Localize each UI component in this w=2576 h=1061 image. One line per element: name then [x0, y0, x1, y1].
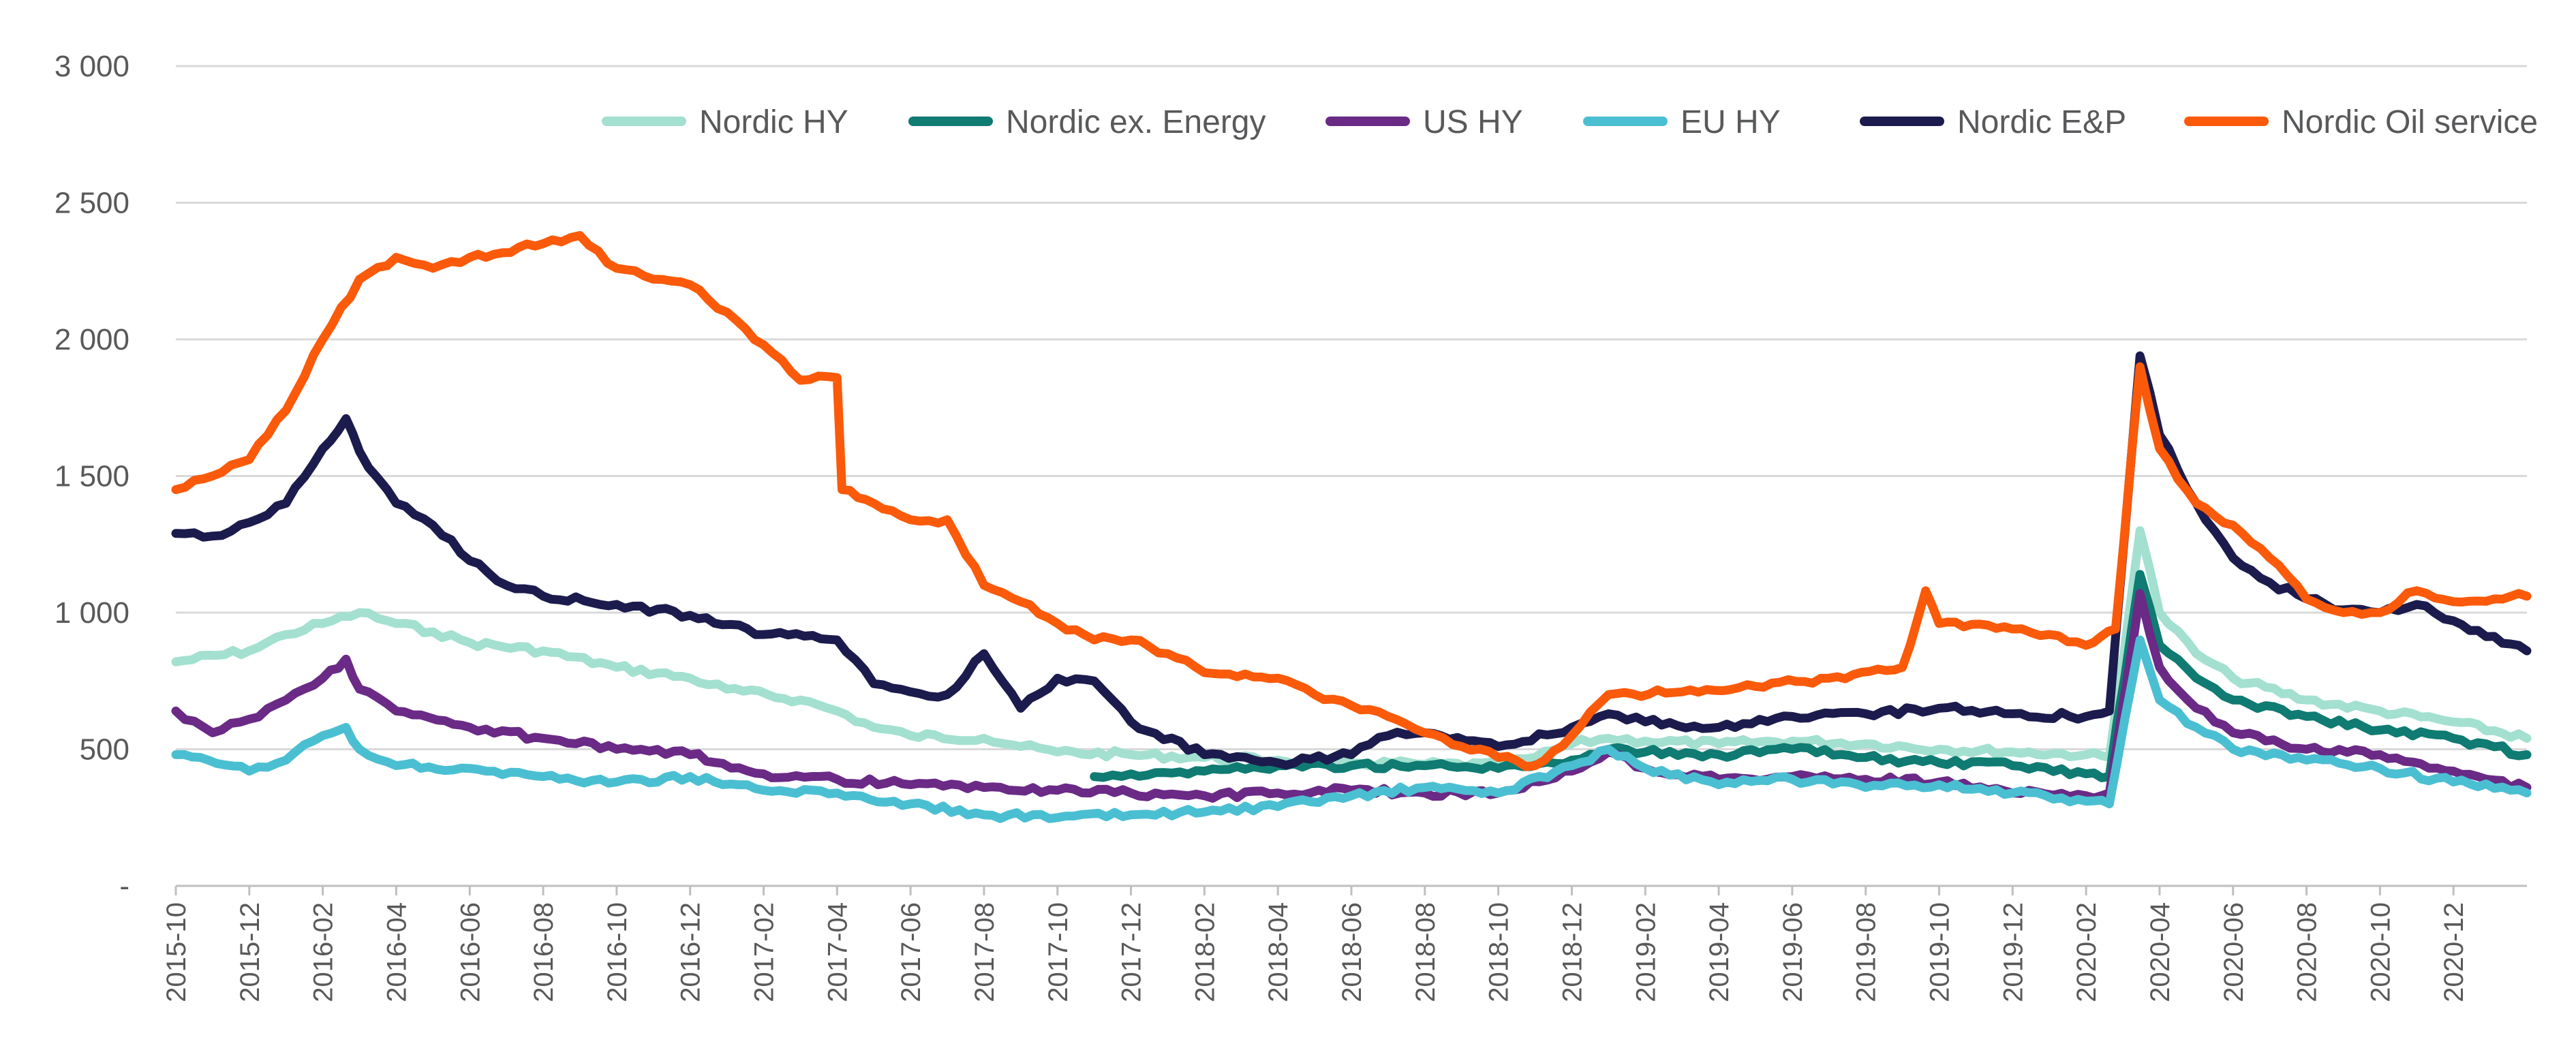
x-tick-label: 2019-12	[1998, 902, 2028, 1002]
x-tick-label: 2017-10	[1043, 902, 1073, 1002]
legend-label-nordic-hy: Nordic HY	[699, 104, 848, 140]
y-tick-label: 1 500	[55, 460, 129, 493]
x-tick-label: 2018-12	[1557, 902, 1587, 1002]
y-tick-label: 500	[80, 733, 129, 767]
gridlines	[176, 65, 2527, 750]
x-tick-label: 2016-08	[529, 902, 559, 1002]
legend-label-nordic-ex-energy: Nordic ex. Energy	[1006, 104, 1266, 140]
series-line-us-hy	[171, 589, 2532, 803]
x-tick-label: 2020-02	[2072, 902, 2102, 1002]
y-tick-label: 3 000	[55, 50, 129, 83]
x-tick-label: 2016-06	[455, 902, 485, 1002]
series-lines	[171, 231, 2532, 823]
x-tick-label: 2017-08	[970, 902, 1000, 1002]
x-tick-label: 2019-02	[1631, 902, 1661, 1002]
x-tick-label: 2018-08	[1411, 902, 1441, 1002]
x-tick-label: 2016-04	[382, 902, 412, 1002]
x-tick-label: 2020-04	[2145, 902, 2175, 1002]
series-line-nordic-ex-energy	[1090, 570, 2532, 782]
x-tick-label: 2020-10	[2365, 902, 2395, 1002]
x-tick-label: 2019-10	[1925, 902, 1955, 1002]
series-line-nordic-oil-service	[171, 231, 2532, 771]
x-tick-label: 2020-12	[2439, 902, 2469, 1002]
x-tick-label: 2018-06	[1337, 902, 1367, 1002]
legend-label-nordic-oil-service: Nordic Oil service	[2282, 104, 2538, 140]
y-tick-label: -	[119, 870, 129, 903]
y-axis-ticks: - 500 1 000 1 500 2 000 2 500 3 000	[55, 50, 129, 903]
x-tick-label: 2016-12	[676, 902, 706, 1002]
x-tick-label: 2018-02	[1190, 902, 1220, 1002]
x-tick-label: 2019-04	[1704, 902, 1734, 1002]
x-tick-label: 2016-02	[309, 902, 339, 1002]
x-tick-label: 2017-02	[750, 902, 780, 1002]
x-tick-label: 2017-04	[823, 902, 853, 1002]
x-tick-label: 2018-04	[1263, 902, 1293, 1002]
x-tick-label: 2020-08	[2293, 902, 2322, 1002]
x-tick-label: 2015-12	[235, 902, 265, 1002]
legend-label-eu-hy: EU HY	[1681, 104, 1781, 140]
x-tick-label: 2016-10	[602, 902, 632, 1002]
series-line-nordic-hy	[171, 526, 2532, 772]
y-tick-label: 2 000	[55, 323, 129, 356]
x-tick-label: 2019-06	[1778, 902, 1808, 1002]
y-tick-label: 2 500	[55, 187, 129, 220]
x-tick-label: 2017-12	[1117, 902, 1147, 1002]
legend: Nordic HY Nordic ex. Energy US HY EU HY Nord…	[602, 104, 2538, 140]
x-tick-label: 2018-10	[1484, 902, 1514, 1002]
x-tick-label: 2019-08	[1852, 902, 1882, 1002]
legend-label-us-hy: US HY	[1423, 104, 1523, 140]
x-tick-label: 2015-10	[162, 902, 191, 1002]
x-tick-label: 2020-06	[2219, 902, 2249, 1002]
y-tick-label: 1 000	[55, 596, 129, 630]
series-line-eu-hy	[171, 635, 2532, 823]
x-axis: 2015-10 2015-12 2016-02 2016-04 2016-06 2016-…	[162, 885, 2527, 1002]
x-tick-label: 2017-06	[896, 902, 926, 1002]
legend-label-nordic-e-p: Nordic E&P	[1957, 104, 2126, 140]
